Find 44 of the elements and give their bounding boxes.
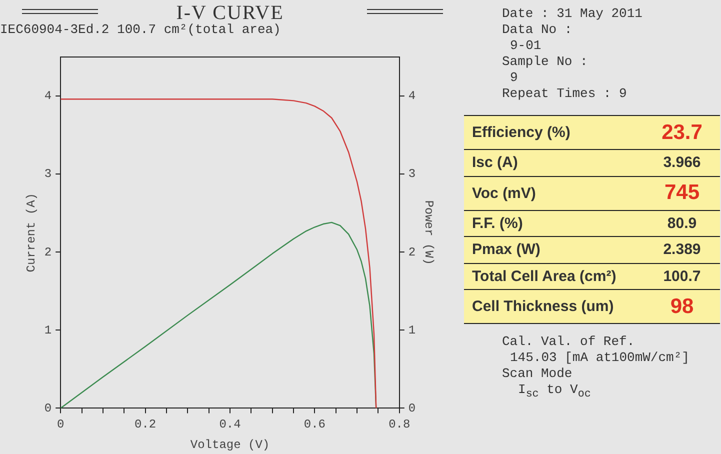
text: Cell Thickness (um) (464, 290, 644, 324)
text: 9 (509, 70, 518, 86)
text: Scan Mode (502, 366, 572, 382)
text: 745 (644, 176, 720, 210)
text: Data No : (502, 22, 572, 38)
text: Date : 31 May 2011 (502, 6, 642, 22)
y-tick-label: 3 (44, 167, 52, 182)
y2-tick-label: 2 (408, 245, 416, 260)
y-tick-label: 4 (44, 89, 52, 104)
text: 3.966 (644, 150, 720, 176)
text: 9-01 (509, 38, 542, 54)
text: 98 (644, 290, 720, 324)
x-axis-title: Voltage (V) (190, 438, 270, 452)
y-tick-label: 1 (44, 323, 52, 338)
y2-tick-label: 4 (408, 89, 416, 104)
text: 2.389 (644, 236, 720, 263)
text: 145.03 [mA at100mW/cm²] (509, 350, 690, 366)
text: F.F. (%) (464, 210, 644, 236)
x-tick-label: 0.4 (219, 418, 241, 432)
text: Total Cell Area (cm²) (464, 263, 644, 290)
text: Cal. Val. of Ref. (502, 334, 635, 350)
chart-subtitle: IEC60904-3Ed.2 100.7 cm²(total area) (0, 22, 281, 37)
text: Pmax (W) (464, 236, 644, 263)
y-tick-label: 0 (44, 401, 52, 416)
y2-axis-title: Power (W) (422, 200, 436, 266)
y-tick-label: 2 (44, 245, 52, 260)
y2-tick-label: 3 (408, 167, 416, 182)
text: Voc (mV) (464, 176, 644, 210)
x-tick-label: 0.6 (304, 418, 326, 432)
text: I$_{sc}$ to V$_{oc}$ (517, 382, 591, 403)
chart-title: I-V CURVE (176, 2, 285, 24)
y2-tick-label: 0 (408, 401, 416, 416)
text: 100.7 (644, 263, 720, 290)
x-tick-label: 0 (57, 418, 64, 432)
text: 80.9 (644, 210, 720, 236)
x-tick-label: 0.8 (388, 418, 410, 432)
text: Repeat Times : 9 (502, 86, 627, 102)
x-tick-label: 0.2 (134, 418, 156, 432)
text: Sample No : (502, 54, 588, 70)
text: Isc (A) (464, 150, 644, 176)
text: Efficiency (%) (464, 116, 644, 150)
text: 23.7 (644, 116, 720, 150)
y-axis-title: Current (A) (24, 192, 38, 272)
y2-tick-label: 1 (408, 323, 416, 338)
